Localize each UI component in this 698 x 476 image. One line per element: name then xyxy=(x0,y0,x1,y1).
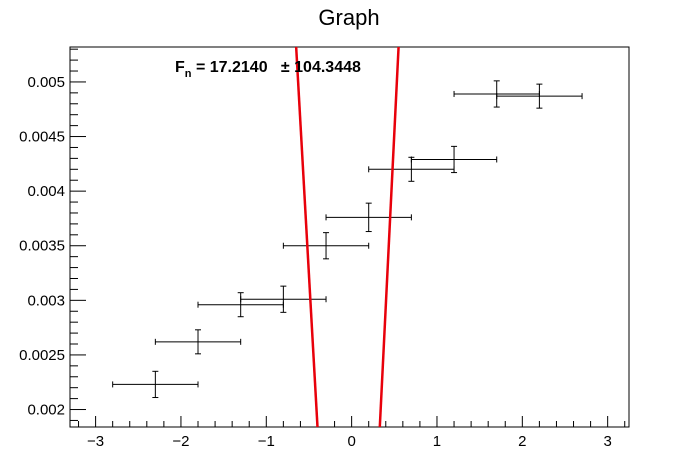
y-tick-label: 0.0025 xyxy=(19,347,65,364)
data-point xyxy=(154,329,242,355)
y-tick-label: 0.0035 xyxy=(19,238,65,255)
data-point xyxy=(282,232,370,260)
data-points xyxy=(112,80,583,399)
data-point xyxy=(496,83,583,109)
x-tick-label: 3 xyxy=(603,433,611,450)
fit-label-main: F xyxy=(175,59,185,76)
y-tick-label: 0.003 xyxy=(27,292,65,309)
fit-curve xyxy=(294,46,400,428)
x-tick-label: −1 xyxy=(258,433,275,450)
x-tick-label: 2 xyxy=(518,433,526,450)
x-tick-label: 0 xyxy=(347,433,355,450)
fit-curve-left xyxy=(294,46,319,428)
x-tick-label: −3 xyxy=(87,433,104,450)
y-tick-label: 0.0045 xyxy=(19,129,65,146)
x-tick-label: 1 xyxy=(433,433,441,450)
fit-label-sub: n xyxy=(185,68,192,80)
y-axis: 0.002 0.0025 0.003 0.0035 0.004 0.0045 0.005 xyxy=(19,48,86,421)
data-point xyxy=(240,285,327,313)
fit-curve-right xyxy=(378,46,400,428)
y-tick-label: 0.002 xyxy=(27,402,65,419)
x-axis: −3 −2 −1 0 1 2 3 xyxy=(78,416,626,450)
chart-title: Graph xyxy=(318,5,379,30)
fit-label: Fn = 17.2140 ± 104.3448 xyxy=(175,59,361,80)
data-point xyxy=(325,202,412,233)
data-point xyxy=(410,145,498,174)
fit-label-value: = 17.2140 ± 104.3448 xyxy=(192,59,361,76)
y-tick-label: 0.004 xyxy=(27,183,65,200)
plot-frame xyxy=(69,46,630,428)
data-point xyxy=(112,370,199,399)
y-tick-label: 0.005 xyxy=(27,74,65,91)
x-tick-label: −2 xyxy=(172,433,189,450)
